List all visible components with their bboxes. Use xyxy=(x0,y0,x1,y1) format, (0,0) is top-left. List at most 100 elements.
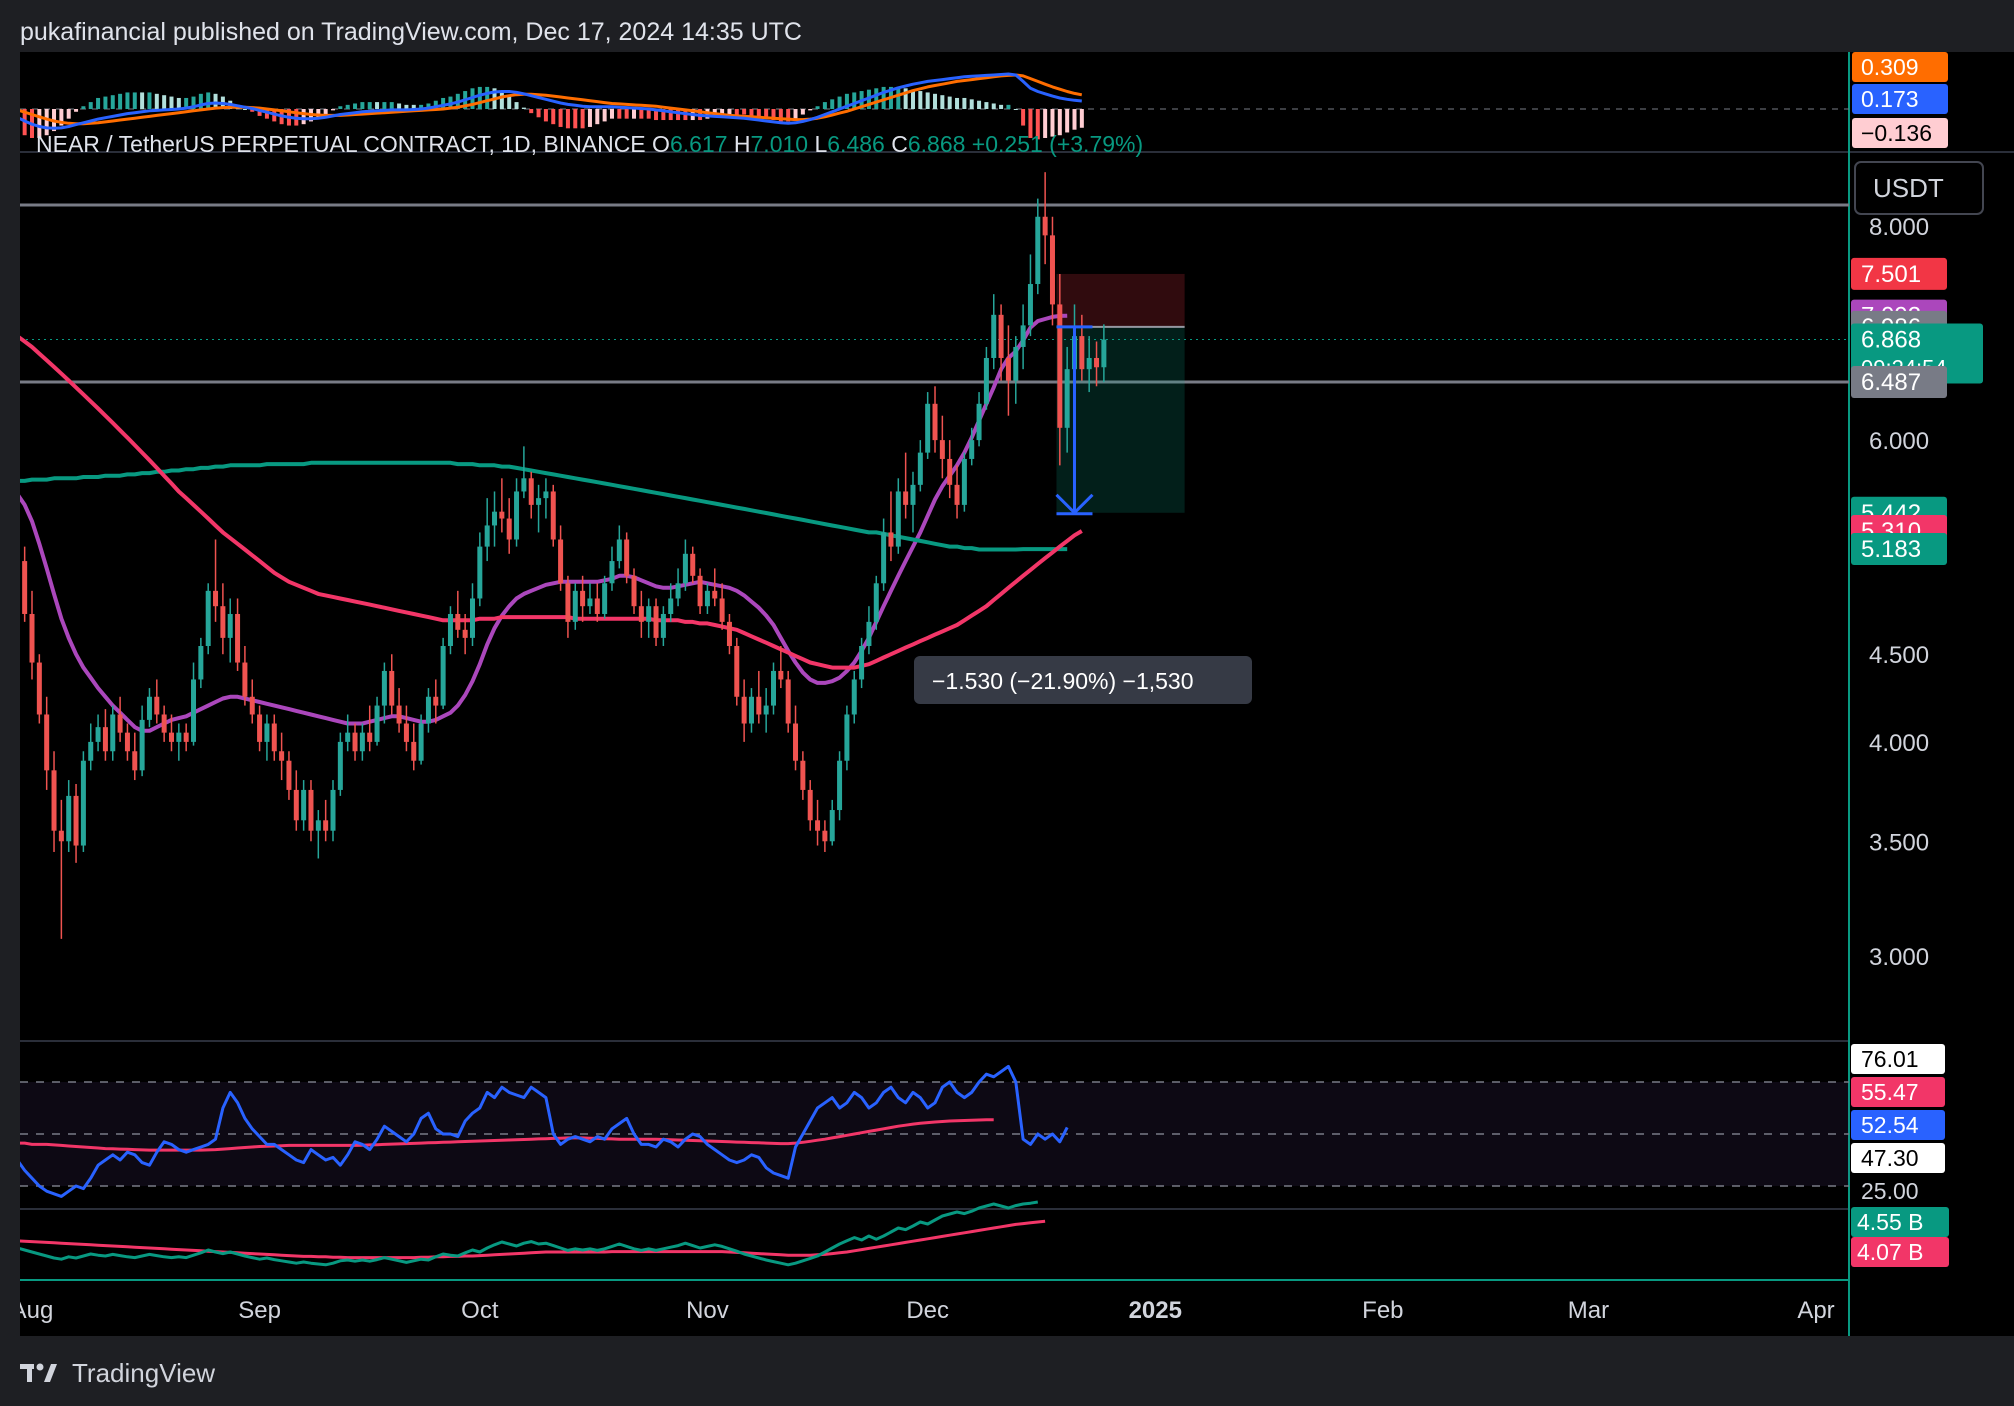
price-label-text: 6.868 xyxy=(1861,327,1921,354)
macd-label-text: 0.309 xyxy=(1861,54,1919,80)
macd-histogram-bar xyxy=(1065,109,1070,133)
candle xyxy=(903,452,909,519)
candle-body xyxy=(102,727,108,752)
publish-text: pukafinancial published on TradingView.c… xyxy=(20,18,802,46)
candle xyxy=(22,546,28,622)
candle-body xyxy=(704,590,710,607)
rsi-label-bg xyxy=(1851,1110,1945,1140)
price-axis-tick: 3.500 xyxy=(1869,829,1929,856)
measure-label: −1.530 (−21.90%) −1,530 xyxy=(914,656,1252,704)
candle xyxy=(58,799,64,939)
macd-histogram-bar xyxy=(1013,109,1018,110)
candle-body xyxy=(888,532,894,547)
candle xyxy=(345,714,351,752)
candle xyxy=(88,723,94,771)
candle xyxy=(785,670,791,733)
macd-histogram-bar xyxy=(37,109,42,138)
macd-value-label: −0.136 xyxy=(1852,118,1948,148)
candle-body xyxy=(396,705,402,724)
candle-body xyxy=(462,629,468,638)
candle xyxy=(704,583,710,614)
price-axis-label: 6.487 xyxy=(1851,366,1947,399)
candle xyxy=(80,751,86,852)
macd-histogram-bar xyxy=(661,109,666,121)
candle xyxy=(418,714,424,765)
candle xyxy=(719,583,725,630)
candle-body xyxy=(455,613,461,630)
macd-histogram-bar xyxy=(1021,109,1026,126)
currency-button[interactable]: USDT xyxy=(1854,161,1984,215)
candle xyxy=(815,799,821,846)
candle xyxy=(917,440,923,492)
candle-body xyxy=(675,583,681,599)
rsi-label-text: 76.01 xyxy=(1861,1046,1919,1072)
candle xyxy=(910,471,916,533)
price-label-bg xyxy=(1851,366,1947,399)
macd-histogram-bar xyxy=(88,102,93,109)
candle xyxy=(440,637,446,710)
candle xyxy=(403,705,409,752)
candle xyxy=(690,546,696,584)
macd-histogram-bar xyxy=(558,109,563,127)
candle-body xyxy=(1101,339,1107,368)
candle xyxy=(396,688,402,733)
macd-histogram-bar xyxy=(1072,109,1077,130)
tradingview-logo-icon[interactable] xyxy=(20,1362,64,1384)
candle xyxy=(102,709,108,761)
candle xyxy=(308,780,314,842)
macd-histogram-bar xyxy=(587,109,592,127)
candle-body xyxy=(756,696,762,715)
candle-body xyxy=(851,679,857,715)
candle-body xyxy=(785,679,791,724)
macd-histogram-bar xyxy=(1028,109,1033,138)
measure-label-text: −1.530 (−21.90%) −1,530 xyxy=(932,668,1194,694)
measure-label-bg xyxy=(914,656,1252,704)
candle xyxy=(778,646,784,689)
candle xyxy=(638,590,644,638)
candle xyxy=(682,539,688,591)
candle-body xyxy=(1005,357,1011,381)
macd-histogram-bar xyxy=(132,92,137,109)
candle-body xyxy=(947,458,953,485)
macd-signal-line xyxy=(20,73,1083,126)
candle xyxy=(763,688,769,733)
candle xyxy=(1086,336,1092,393)
candle xyxy=(558,525,564,591)
candle-body xyxy=(609,561,615,584)
candle xyxy=(580,575,586,622)
macd-histogram-bar xyxy=(991,103,996,109)
candle xyxy=(939,415,945,479)
candle-body xyxy=(506,518,512,540)
candle-body xyxy=(205,590,211,647)
time-axis-label: Nov xyxy=(686,1297,729,1324)
axis-corner xyxy=(1850,1281,2014,1336)
volume-label-text: 4.55 B xyxy=(1857,1209,1924,1235)
candle xyxy=(1049,216,1055,326)
macd-histogram-bar xyxy=(654,109,659,121)
macd-histogram-bar xyxy=(154,93,159,109)
candle xyxy=(337,732,343,796)
chart-area[interactable]: 0.309 0.173 −0.136 NEAR / TetherUS PERPETUA… xyxy=(20,52,2014,1336)
macd-histogram-bar xyxy=(602,109,607,122)
macd-histogram-bar xyxy=(742,109,747,115)
macd-histogram-bar xyxy=(140,92,145,109)
macd-histogram-bar xyxy=(632,109,637,119)
time-axis-label: 2025 xyxy=(1129,1297,1182,1324)
macd-histogram-bar xyxy=(676,109,681,121)
candle-body xyxy=(1079,336,1085,370)
macd-histogram-bar xyxy=(903,88,908,109)
chart-svg[interactable]: 0.309 0.173 −0.136 NEAR / TetherUS PERPETUA… xyxy=(20,52,2014,1336)
candle xyxy=(895,478,901,554)
candle xyxy=(220,583,226,655)
macd-histogram-bar xyxy=(771,109,776,121)
candle-body xyxy=(690,553,696,576)
macd-histogram-bar xyxy=(74,109,79,112)
candle xyxy=(807,780,813,831)
macd-histogram-bar xyxy=(367,102,372,109)
macd-histogram-bar xyxy=(595,109,600,125)
rsi-label-text: 47.30 xyxy=(1861,1145,1919,1171)
price-axis-tick: 6.000 xyxy=(1869,428,1929,455)
macd-histogram-bar xyxy=(264,109,269,119)
macd-histogram-bar xyxy=(257,109,262,116)
macd-histogram-bar xyxy=(852,92,857,109)
